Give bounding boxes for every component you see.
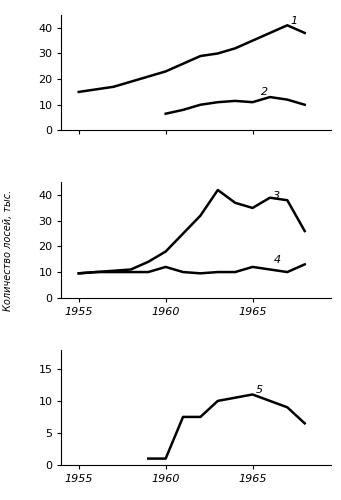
Text: 5: 5: [256, 384, 263, 394]
Text: 4: 4: [273, 255, 281, 265]
Text: 3: 3: [273, 191, 281, 201]
Text: 2: 2: [261, 87, 268, 97]
Text: 1: 1: [291, 16, 298, 26]
Text: Количество лосей, тыс.: Количество лосей, тыс.: [3, 190, 13, 310]
